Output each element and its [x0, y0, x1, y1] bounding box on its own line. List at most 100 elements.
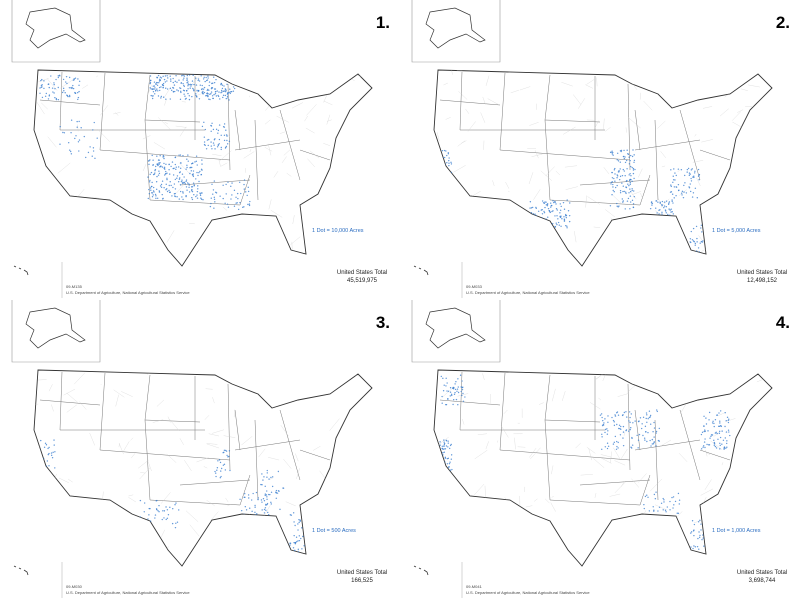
county-border: [113, 389, 125, 398]
dot: [264, 493, 267, 495]
dot: [163, 517, 165, 519]
dot: [182, 79, 184, 81]
dot: [62, 87, 65, 90]
county-border: [765, 534, 772, 544]
county-border: [38, 78, 49, 82]
dot: [41, 467, 44, 470]
dot: [227, 97, 229, 99]
dot: [442, 491, 444, 494]
dot: [447, 457, 450, 460]
dot: [707, 430, 709, 432]
dot: [438, 450, 440, 452]
dot: [637, 447, 639, 449]
state-border: [99, 72, 106, 151]
dot: [563, 216, 565, 218]
dot: [540, 222, 542, 225]
dot: [195, 77, 197, 79]
dot: [222, 464, 225, 466]
county-border: [574, 231, 577, 243]
dot: [631, 188, 633, 190]
county-border: [286, 173, 292, 177]
dot: [211, 122, 213, 125]
panel-number: 4.: [776, 313, 790, 332]
dot: [633, 177, 635, 180]
dot: [217, 144, 219, 146]
dot: [654, 498, 657, 500]
dot: [708, 411, 711, 414]
dot: [158, 510, 160, 513]
dot: [616, 411, 619, 413]
dot: [439, 444, 441, 446]
dot: [186, 74, 189, 77]
dot: [51, 457, 54, 459]
dot: [43, 80, 45, 82]
dot: [446, 390, 448, 392]
dot: [166, 75, 168, 77]
dot: [156, 84, 159, 87]
dot: [702, 534, 704, 536]
dot: [78, 139, 81, 141]
county-border: [651, 534, 662, 537]
county-border: [113, 112, 121, 115]
dot: [225, 450, 228, 452]
dot: [653, 441, 656, 443]
dot: [557, 221, 560, 224]
dot: [162, 86, 164, 89]
dot: [673, 168, 675, 170]
dot: [690, 532, 692, 534]
dot: [449, 444, 452, 447]
dot: [149, 81, 152, 84]
dot: [661, 225, 663, 227]
dot: [440, 457, 442, 459]
dot: [298, 521, 300, 524]
dot: [601, 424, 604, 427]
county-border: [327, 119, 332, 122]
county-border: [562, 391, 566, 401]
county-border: [227, 504, 231, 507]
dot: [671, 211, 673, 213]
dot: [657, 510, 659, 512]
county-border: [89, 533, 96, 542]
dot: [203, 141, 206, 143]
dot: [197, 174, 199, 177]
dot: [93, 121, 95, 124]
dot: [435, 446, 437, 448]
dot: [171, 195, 173, 197]
county-border: [514, 437, 516, 450]
dot: [629, 190, 632, 193]
dot: [215, 472, 217, 474]
dot: [174, 188, 177, 190]
dot: [642, 434, 644, 437]
dot: [727, 419, 729, 422]
dot: [564, 213, 567, 216]
dot: [39, 92, 41, 95]
dot: [530, 207, 533, 209]
dot: [217, 95, 220, 98]
dot: [651, 438, 654, 441]
dot: [447, 153, 450, 155]
county-border: [533, 189, 541, 200]
dot: [438, 450, 440, 452]
borders: [434, 370, 772, 566]
county-border: [115, 112, 119, 116]
dot: [190, 170, 193, 172]
dot: [719, 448, 721, 450]
county-border: [51, 404, 54, 412]
dot: [659, 220, 662, 223]
county-border: [283, 458, 292, 469]
dot: [638, 433, 641, 436]
county-border: [140, 540, 142, 543]
state-border: [299, 449, 331, 461]
dot: [216, 90, 218, 92]
dot: [725, 420, 727, 422]
dot: [675, 195, 677, 197]
dot: [631, 180, 633, 183]
dot: [653, 427, 656, 429]
county-border: [520, 559, 532, 566]
dot-legend: 1 Dot = 1,000 Acres: [712, 528, 761, 534]
dot: [227, 181, 229, 183]
dot: [229, 75, 231, 78]
dot: [165, 98, 167, 100]
dot: [554, 226, 557, 228]
dot: [632, 169, 635, 171]
